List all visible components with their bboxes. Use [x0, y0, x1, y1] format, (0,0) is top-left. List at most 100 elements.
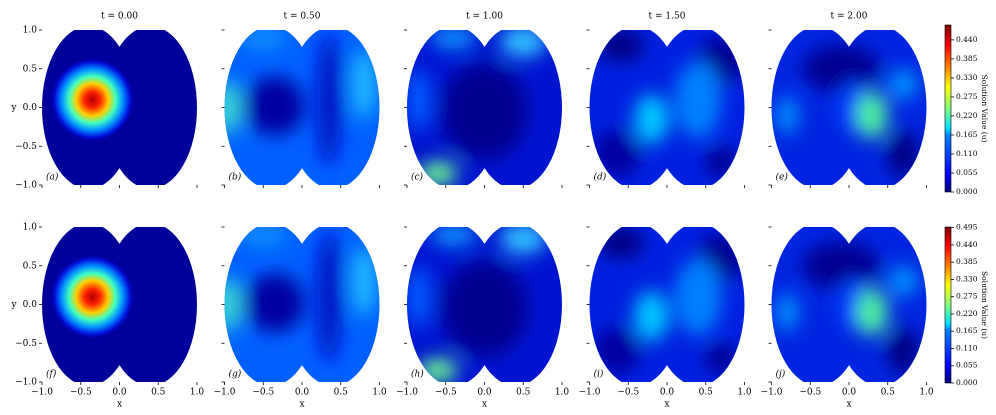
field-blob — [887, 68, 919, 100]
field — [224, 227, 380, 382]
panel — [407, 30, 562, 185]
field — [407, 30, 562, 185]
y-tick-label: −1.0 — [15, 181, 37, 191]
x-axis-label: x — [299, 400, 304, 410]
field-blob — [352, 246, 376, 317]
panel — [589, 30, 745, 185]
y-tick-label: 0.5 — [23, 64, 38, 74]
x-tick-label: 0.0 — [842, 388, 857, 398]
field-blob — [224, 277, 240, 332]
panel — [407, 227, 562, 382]
x-tick-label: 0.0 — [477, 388, 492, 398]
y-tick-label: 0.0 — [23, 300, 38, 310]
field — [589, 30, 745, 185]
y-tick-label: −0.5 — [15, 142, 37, 152]
panel-title: t = 0.50 — [284, 12, 321, 22]
y-axis-label: y — [10, 300, 17, 310]
panel — [224, 227, 380, 382]
field-blob — [240, 227, 287, 247]
colorbar-label: Solution Value (u) — [980, 75, 989, 143]
colorbar-tick-label: 0.110 — [956, 149, 978, 158]
colorbar-tick-label: 0.000 — [956, 378, 978, 387]
colorbar-tick-label: 0.220 — [956, 111, 978, 120]
panel-label: (c) — [411, 172, 424, 183]
field-blob — [441, 63, 528, 160]
panel-title: t = 0.00 — [101, 12, 138, 22]
field — [224, 30, 380, 185]
x-axis-label: x — [664, 400, 669, 410]
field-blob — [802, 45, 880, 92]
x-tick-label: −1.0 — [579, 388, 601, 398]
y-tick-label: 0.5 — [23, 261, 38, 271]
field-blob — [705, 343, 737, 375]
panel-label: (i) — [594, 369, 604, 380]
x-tick-label: 0.0 — [660, 388, 675, 398]
field-blob — [887, 265, 919, 297]
field-blob — [352, 49, 376, 120]
field-blob — [500, 30, 547, 58]
field-blob — [441, 260, 528, 357]
y-tick-label: 0.0 — [23, 103, 38, 113]
x-tick-label: −0.5 — [70, 388, 92, 398]
field-blobs — [407, 227, 547, 382]
panel-label: (g) — [229, 369, 242, 380]
panel-title: t = 1.50 — [649, 12, 686, 22]
colorbar-tick-label: 0.385 — [956, 257, 978, 266]
x-tick-label: −1.0 — [761, 388, 783, 398]
panel — [589, 227, 745, 382]
y-tick-label: 1.0 — [23, 26, 38, 36]
field — [42, 227, 197, 382]
colorbar-tick-label: 0.165 — [956, 130, 978, 139]
panel-label: (a) — [46, 172, 59, 183]
field-blobs — [775, 242, 919, 375]
panel — [42, 227, 197, 382]
field-blob — [597, 30, 644, 61]
y-tick-label: −0.5 — [15, 339, 37, 349]
colorbar — [944, 226, 952, 384]
field-blob — [430, 30, 477, 50]
colorbar-tick-label: 0.440 — [956, 240, 978, 249]
field-blob — [802, 242, 880, 289]
field-blob — [856, 289, 888, 336]
x-tick-label: 0.5 — [881, 388, 896, 398]
field-blobs — [224, 30, 376, 166]
field-blob — [597, 227, 644, 258]
x-tick-label: 0.5 — [516, 388, 531, 398]
x-tick-label: −0.5 — [435, 388, 457, 398]
y-axis-label: y — [10, 103, 17, 113]
field-blob — [500, 227, 547, 255]
colorbar-tick-label: 0.055 — [956, 361, 978, 370]
field — [589, 227, 745, 382]
field-blob — [887, 327, 919, 375]
field-blob — [674, 258, 722, 336]
panel-label: (h) — [411, 369, 424, 380]
field-blob — [856, 92, 888, 139]
colorbar — [944, 24, 952, 193]
x-tick-label: 1.0 — [919, 388, 934, 398]
field — [771, 30, 927, 185]
field-blob — [430, 227, 477, 247]
field-blobs — [407, 30, 547, 185]
colorbar-tick-label: 0.110 — [956, 343, 978, 352]
y-tick-label: 1.0 — [23, 223, 38, 233]
field — [42, 30, 197, 185]
field-blob — [775, 95, 799, 135]
x-tick-label: −1.0 — [396, 388, 418, 398]
panel-label: (j) — [776, 369, 786, 380]
panel — [771, 30, 927, 185]
field-peak — [49, 57, 135, 143]
field-blob — [418, 161, 458, 185]
field-blob — [245, 76, 305, 136]
x-tick-label: −1.0 — [214, 388, 236, 398]
panel-label: (d) — [594, 172, 607, 183]
x-tick-label: 0.0 — [295, 388, 310, 398]
field-blobs — [775, 45, 919, 178]
x-axis-label: x — [482, 400, 487, 410]
field-blob — [705, 146, 737, 178]
x-tick-label: 0.0 — [112, 388, 127, 398]
colorbar-tick-label: 0.275 — [956, 292, 978, 301]
colorbar-tick-label: 0.385 — [956, 54, 978, 63]
colorbar-tick-label: 0.495 — [956, 223, 978, 232]
panel-label: (e) — [776, 172, 789, 183]
